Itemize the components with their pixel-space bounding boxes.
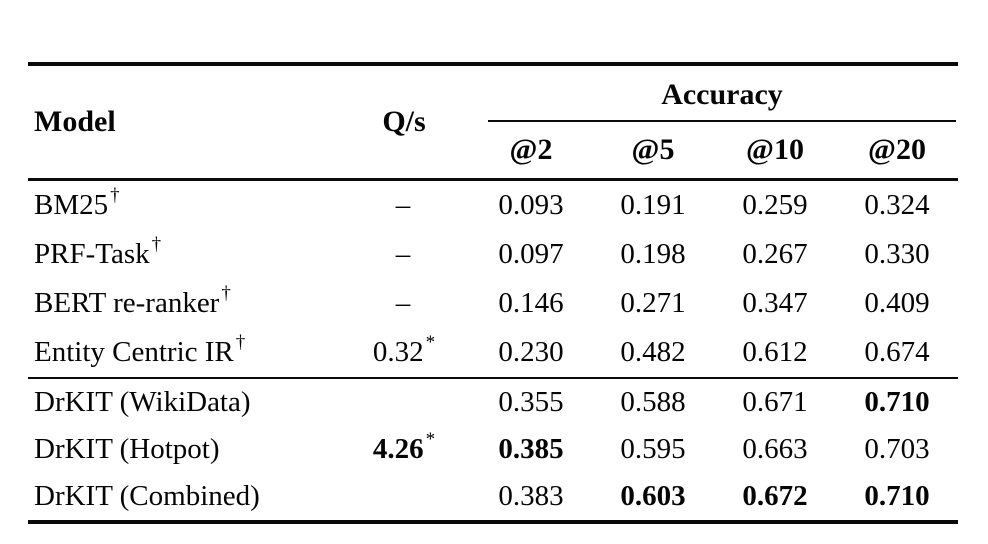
model-cell: BM25 †	[28, 180, 338, 231]
accuracy-cell: 0.482	[620, 336, 686, 368]
model-cell: BERT re-ranker †	[28, 279, 338, 328]
accuracy-cell: 0.671	[742, 386, 808, 418]
column-header-model: Model	[34, 105, 116, 138]
qs-cell: –	[395, 189, 411, 221]
model-name: DrKIT (WikiData)	[34, 386, 251, 418]
accuracy-cell: 0.330	[864, 238, 930, 270]
table-row-drkit-wikidata: DrKIT (WikiData) 0.355 0.588 0.671 0.710	[28, 378, 958, 426]
accuracy-cell: 0.663	[742, 433, 808, 465]
accuracy-cell: 0.409	[864, 287, 930, 319]
accuracy-cell: 0.093	[498, 189, 564, 221]
model-cell: PRF-Task †	[28, 230, 338, 279]
accuracy-cell: 0.259	[742, 189, 808, 221]
model-cell: Entity Centric IR †	[28, 328, 338, 378]
baseline-section: BM25 † – 0.093 0.191 0.259 0.324 PRF-Task…	[28, 180, 958, 379]
model-name: DrKIT (Combined)	[34, 480, 260, 512]
accuracy-cell: 0.703	[864, 433, 930, 465]
dagger-sup: †	[110, 185, 120, 206]
model-cell: DrKIT (Hotpot)	[28, 426, 338, 473]
table-row-bert-reranker: BERT re-ranker † – 0.146 0.271 0.347 0.40…	[28, 279, 958, 328]
qs-cell	[338, 378, 470, 426]
dagger-sup: †	[235, 332, 246, 353]
accuracy-cell: 0.097	[498, 238, 564, 270]
table-row-prf-task: PRF-Task † – 0.097 0.198 0.267 0.330	[28, 230, 958, 279]
results-table: Model Q/s Accuracy @2 @5 @10 @20 BM25 † –	[28, 62, 958, 524]
accuracy-cell: 0.674	[864, 336, 930, 368]
asterisk-sup: *	[425, 429, 436, 450]
qs-cell: 0.32 *	[372, 332, 436, 368]
column-group-accuracy: Accuracy	[470, 64, 958, 122]
model-name: Entity Centric IR	[34, 336, 234, 368]
accuracy-cell-best: 0.385	[498, 433, 564, 465]
dagger-sup: †	[221, 283, 231, 304]
column-header-at5: @5	[631, 133, 675, 166]
column-header-qs: Q/s	[382, 105, 426, 138]
header-row-accuracy-cols: @2 @5 @10 @20	[28, 122, 958, 180]
accuracy-cell-best: 0.603	[620, 480, 686, 512]
accuracy-cell: 0.324	[864, 189, 930, 221]
accuracy-cell-best: 0.710	[864, 480, 930, 512]
qs-cell: 4.26 *	[372, 429, 436, 465]
results-table-wrap: Model Q/s Accuracy @2 @5 @10 @20 BM25 † –	[28, 62, 958, 524]
accuracy-cell: 0.198	[620, 238, 686, 270]
accuracy-cell: 0.355	[498, 386, 564, 418]
accuracy-cell-best: 0.710	[864, 386, 930, 418]
asterisk-sup: *	[425, 332, 436, 353]
column-header-at10: @10	[746, 133, 804, 166]
model-name: BERT re-ranker	[34, 287, 220, 319]
accuracy-cell: 0.347	[742, 287, 808, 319]
column-header-at2: @2	[509, 133, 553, 166]
qs-cell	[338, 473, 470, 522]
accuracy-cell: 0.146	[498, 287, 564, 319]
model-name: BM25	[34, 189, 109, 221]
accuracy-cell: 0.383	[498, 480, 564, 512]
model-cell: DrKIT (Combined)	[28, 473, 338, 522]
header-row-group: Model Q/s Accuracy	[28, 64, 958, 138]
accuracy-cell: 0.230	[498, 336, 564, 368]
table-row-bm25: BM25 † – 0.093 0.191 0.259 0.324	[28, 180, 958, 231]
table-row-drkit-combined: DrKIT (Combined) 0.383 0.603 0.672 0.710	[28, 473, 958, 522]
table-row-drkit-hotpot: DrKIT (Hotpot) 4.26 * 0.385 0.595 0.663 0…	[28, 426, 958, 473]
accuracy-cell: 0.595	[620, 433, 686, 465]
accuracy-group-label: Accuracy	[488, 66, 956, 122]
qs-cell: –	[395, 238, 411, 270]
table-header: Model Q/s Accuracy @2 @5 @10 @20	[28, 64, 958, 180]
accuracy-cell: 0.267	[742, 238, 808, 270]
accuracy-cell-best: 0.672	[742, 480, 808, 512]
accuracy-cell: 0.191	[620, 189, 686, 221]
accuracy-cell: 0.271	[620, 287, 686, 319]
drkit-section: DrKIT (WikiData) 0.355 0.588 0.671 0.710…	[28, 378, 958, 522]
qs-cell: –	[395, 287, 411, 319]
dagger-sup: †	[151, 234, 162, 255]
column-header-at20: @20	[868, 133, 926, 166]
table-row-entity-centric-ir: Entity Centric IR † 0.32 * 0.230 0.482 0.6…	[28, 328, 958, 378]
model-cell: DrKIT (WikiData)	[28, 378, 338, 426]
model-name: DrKIT (Hotpot)	[34, 433, 220, 465]
accuracy-cell: 0.612	[742, 336, 808, 368]
accuracy-cell: 0.588	[620, 386, 686, 418]
model-name: PRF-Task	[34, 238, 150, 270]
